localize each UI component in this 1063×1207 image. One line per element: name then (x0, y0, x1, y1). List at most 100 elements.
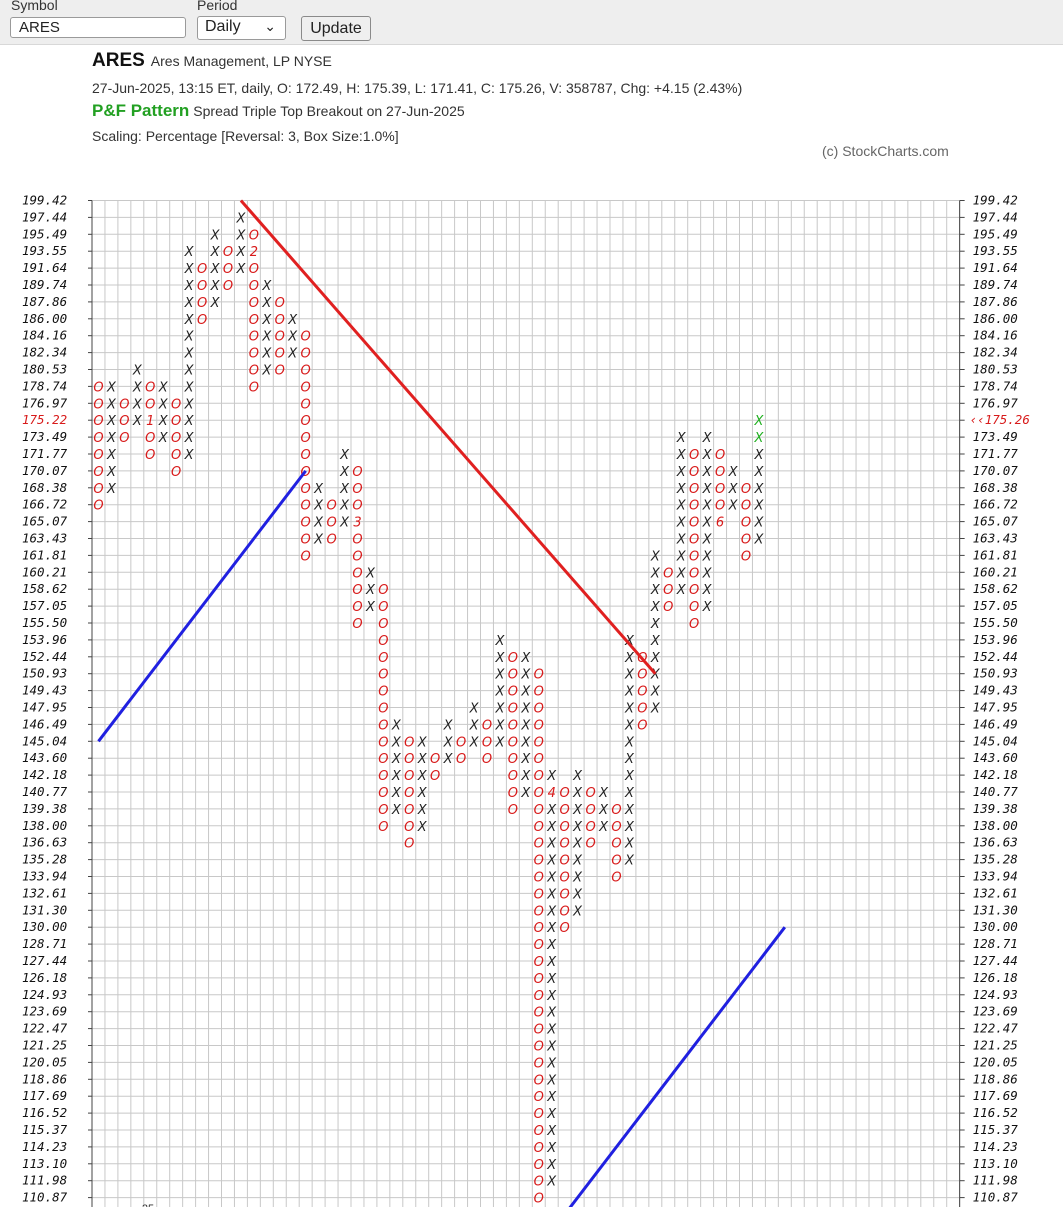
o-box: O (249, 262, 259, 277)
price-label-left: 126.18 (22, 970, 67, 985)
x-box: X (572, 803, 583, 818)
o-box: O (534, 718, 544, 733)
symbol-input[interactable] (10, 17, 186, 38)
x-box: X (572, 837, 583, 852)
x-box: X (546, 972, 557, 987)
price-label-left: 142.18 (22, 767, 67, 782)
o-box: O (249, 380, 259, 395)
x-box: X (546, 904, 557, 919)
month-marker: 3 (353, 516, 361, 531)
o-box: O (534, 921, 544, 936)
x-box: X (391, 718, 402, 733)
o-box: O (93, 465, 103, 480)
x-box: X (546, 837, 557, 852)
o-box: O (223, 245, 233, 260)
o-box: O (456, 735, 466, 750)
o-box: O (508, 769, 518, 784)
o-box: O (534, 955, 544, 970)
bottom-year-label: 25 (142, 1203, 154, 1207)
price-label-left: 161.81 (22, 547, 67, 562)
price-label-right: 114.23 (973, 1139, 1018, 1154)
x-box: X (650, 685, 661, 700)
price-label-left: 168.38 (22, 480, 67, 495)
o-box: O (171, 397, 181, 412)
x-box: X (624, 752, 635, 767)
x-box: X (572, 769, 583, 784)
x-box: X (624, 685, 635, 700)
x-box: X (287, 347, 298, 362)
o-box: O (534, 1141, 544, 1156)
price-label-left: 155.50 (22, 615, 67, 630)
o-box: O (378, 769, 388, 784)
o-box: O (534, 803, 544, 818)
period-select[interactable]: Daily ⌄ (197, 16, 286, 40)
x-box: X (572, 871, 583, 886)
x-box: X (753, 499, 764, 514)
price-label-left: 136.63 (22, 835, 67, 850)
update-button[interactable]: Update (301, 16, 371, 41)
o-box: O (171, 414, 181, 429)
month-marker: 6 (716, 516, 724, 531)
x-box: X (261, 330, 272, 345)
price-label-right: 153.96 (973, 632, 1018, 647)
o-box: O (275, 296, 285, 311)
x-box: X (106, 380, 117, 395)
o-box: O (689, 448, 699, 463)
o-box: O (301, 516, 311, 531)
o-box: O (611, 854, 621, 869)
price-label-right: 160.21 (973, 564, 1018, 579)
o-box: O (171, 448, 181, 463)
price-label-right: 110.87 (973, 1190, 1019, 1205)
x-box: X (676, 516, 687, 531)
o-box: O (378, 685, 388, 700)
o-box: O (482, 752, 492, 767)
o-box: O (171, 465, 181, 480)
price-label-right: 139.38 (973, 801, 1018, 816)
x-box: X (572, 786, 583, 801)
o-box: O (534, 1124, 544, 1139)
price-label-left: 175.22 (22, 412, 67, 427)
x-box: X (676, 431, 687, 446)
x-box: X (702, 516, 713, 531)
o-box: O (508, 735, 518, 750)
x-box: X (676, 482, 687, 497)
price-label-right: 128.71 (973, 936, 1018, 951)
o-box: O (585, 837, 595, 852)
o-box: O (534, 1107, 544, 1122)
o-box: O (534, 1006, 544, 1021)
price-label-left: 131.30 (22, 902, 67, 917)
x-box: X (702, 566, 713, 581)
x-box: X (106, 397, 117, 412)
o-box: O (689, 566, 699, 581)
o-box: O (534, 837, 544, 852)
price-label-left: 111.98 (22, 1173, 67, 1188)
pattern-label: P&F Pattern (92, 101, 190, 120)
x-box: X (650, 600, 661, 615)
o-box: O (301, 549, 311, 564)
period-value: Daily (205, 18, 241, 35)
o-box: O (249, 364, 259, 379)
price-label-right: 155.50 (973, 615, 1018, 630)
o-box: O (560, 803, 570, 818)
x-box: X (391, 769, 402, 784)
price-label-left: 115.37 (22, 1122, 68, 1137)
price-label-right: 113.10 (973, 1156, 1018, 1171)
o-box: O (301, 330, 311, 345)
x-box: X (210, 228, 221, 243)
o-box: O (482, 735, 492, 750)
x-box: X (753, 465, 764, 480)
price-label-left: 110.87 (22, 1190, 68, 1205)
o-box: O (534, 1023, 544, 1038)
x-box: X (184, 414, 195, 429)
trend-line-support (568, 926, 787, 1207)
price-label-left: 176.97 (22, 395, 68, 410)
price-label-left: 139.38 (22, 801, 67, 816)
x-box: X (624, 651, 635, 666)
o-box: O (352, 549, 362, 564)
price-label-left: 182.34 (22, 345, 67, 360)
o-box: O (404, 735, 414, 750)
price-label-left: 153.96 (22, 632, 67, 647)
x-box: X (494, 702, 505, 717)
o-box: O (93, 380, 103, 395)
o-box: O (508, 803, 518, 818)
